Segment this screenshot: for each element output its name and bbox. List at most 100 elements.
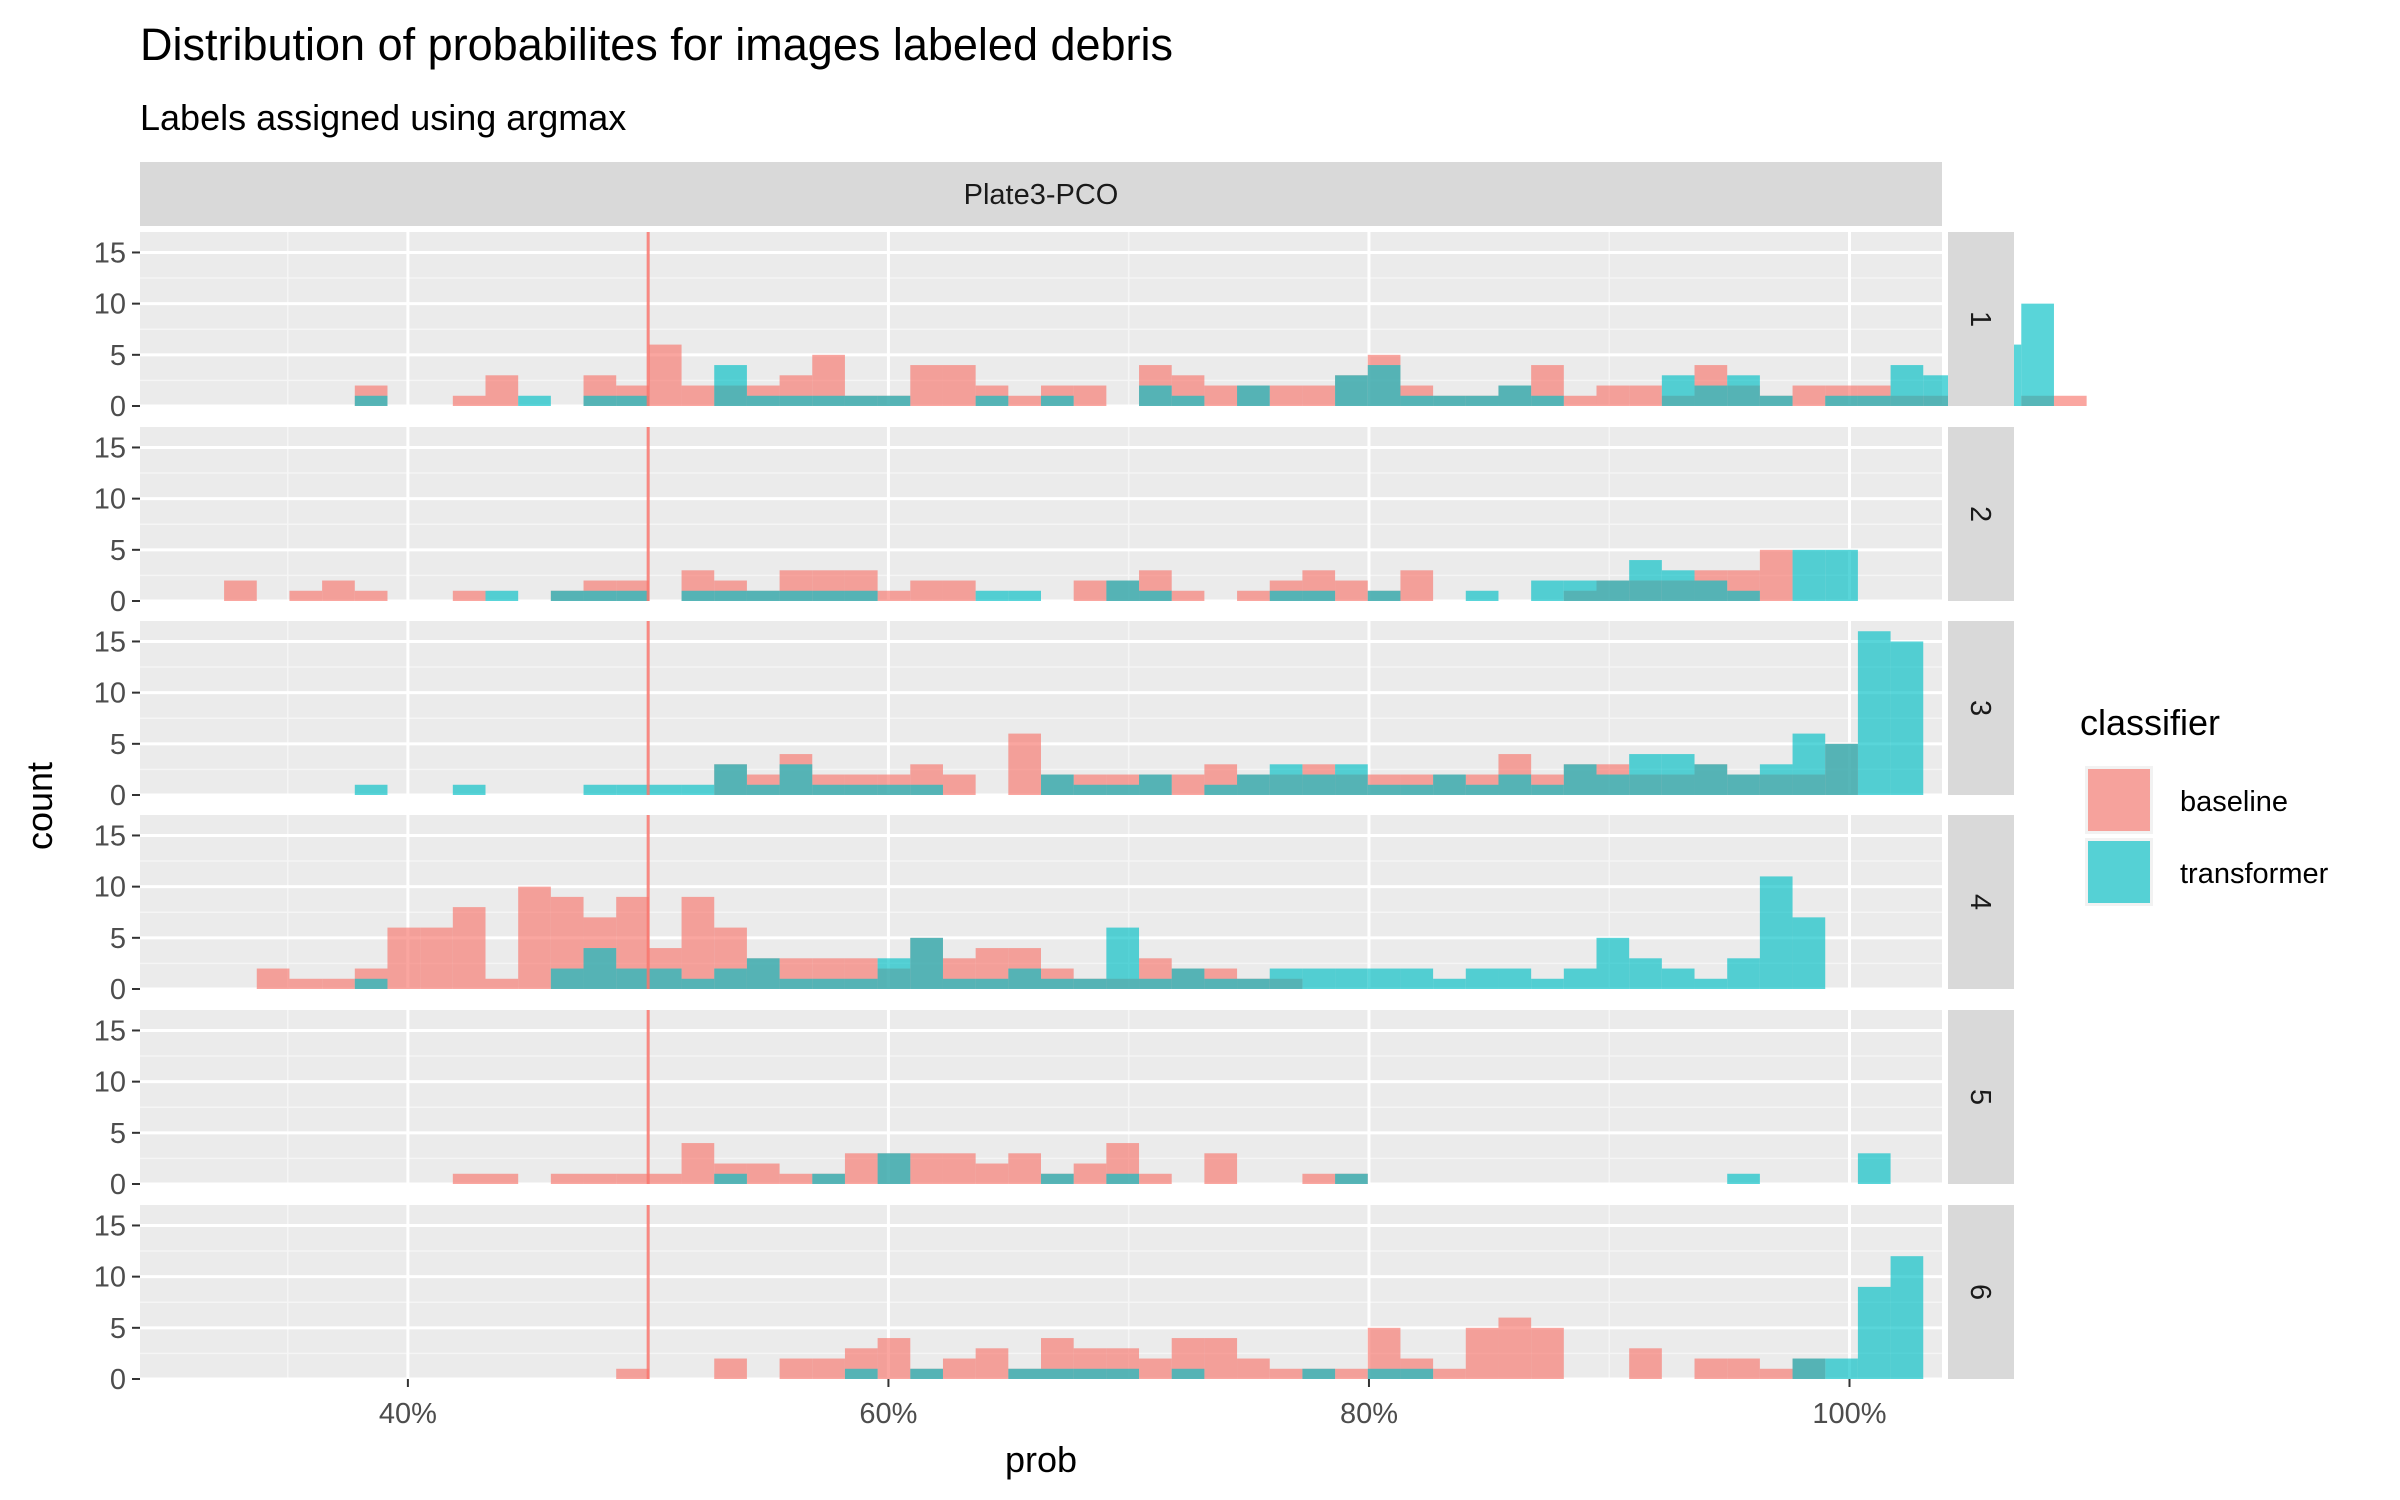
y-tick-label: 10 xyxy=(94,1067,126,1099)
histogram-bar xyxy=(1531,395,1564,406)
histogram-bar xyxy=(1759,1368,1793,1379)
histogram-bar xyxy=(714,1358,747,1379)
histogram-bar xyxy=(1073,580,1107,601)
histogram-bar xyxy=(616,1173,649,1184)
y-tick-label: 5 xyxy=(110,535,126,567)
panel-strip-label: 3 xyxy=(1964,700,1996,716)
histogram-bar xyxy=(1041,1173,1074,1184)
histogram-bar xyxy=(1531,978,1564,989)
histogram-bar xyxy=(681,1143,715,1184)
histogram-bar xyxy=(1041,774,1074,795)
histogram-bar xyxy=(975,978,1009,989)
histogram-bar xyxy=(1498,385,1532,406)
histogram-bar xyxy=(289,978,323,989)
panel-strip-label: 1 xyxy=(1964,311,1996,327)
histogram-bar xyxy=(1792,733,1826,795)
y-tick-label: 10 xyxy=(94,872,126,904)
histogram-bar xyxy=(452,1173,486,1184)
y-tick-label: 15 xyxy=(94,820,126,852)
histogram-bar xyxy=(1629,958,1662,989)
y-tick-label: 0 xyxy=(110,1169,126,1201)
histogram-bar xyxy=(1825,395,1858,406)
histogram-bar xyxy=(387,927,421,989)
y-tick-label: 10 xyxy=(94,484,126,516)
histogram-bar xyxy=(746,395,780,406)
histogram-bar xyxy=(1727,958,1760,989)
facet-panel-4: 0 5 10 15 4 xyxy=(94,815,2014,1006)
histogram-bar xyxy=(550,590,584,601)
histogram-bar xyxy=(1041,978,1074,989)
top-strip-label: Plate3-PCO xyxy=(964,179,1119,211)
histogram-bar xyxy=(1857,1153,1891,1184)
histogram-bar xyxy=(1008,1368,1041,1379)
histogram-bar xyxy=(1792,917,1826,989)
histogram-bar xyxy=(1139,978,1172,989)
histogram-bar xyxy=(452,907,486,989)
histogram-bar xyxy=(1073,784,1107,795)
histogram-bar xyxy=(1465,590,1499,601)
x-tick-label: 60% xyxy=(859,1398,917,1430)
panel-strip xyxy=(1948,1205,2014,1379)
legend-swatch-baseline xyxy=(2088,769,2150,831)
histogram-bar xyxy=(746,958,780,989)
histogram-bar xyxy=(1465,968,1499,989)
histogram-bar xyxy=(779,1173,813,1184)
histogram-bar xyxy=(1302,1173,1336,1184)
histogram-bar xyxy=(1433,395,1466,406)
histogram-bar xyxy=(1890,641,1924,795)
histogram-bar xyxy=(942,774,976,795)
histogram-bar xyxy=(844,978,878,989)
y-tick-label: 5 xyxy=(110,1118,126,1150)
y-tick-label: 15 xyxy=(94,432,126,464)
histogram-bar xyxy=(1008,733,1041,795)
histogram-bar xyxy=(1759,764,1793,795)
facet-panels: 0510151051015205101530510154051015505101… xyxy=(94,232,2087,1396)
histogram-bar xyxy=(746,590,780,601)
histogram-bar xyxy=(1237,978,1270,989)
histogram-bar xyxy=(1073,385,1107,406)
histogram-bar xyxy=(779,764,813,795)
y-tick-label: 0 xyxy=(110,586,126,618)
histogram-bar xyxy=(975,1163,1009,1184)
histogram-bar xyxy=(1204,978,1238,989)
histogram-bar xyxy=(1465,1327,1499,1379)
series-transformer xyxy=(714,1153,1891,1184)
histogram-bar xyxy=(1204,1338,1238,1379)
histogram-bar xyxy=(420,927,453,989)
histogram-bar xyxy=(844,395,878,406)
series-transformer xyxy=(844,1256,1924,1379)
histogram-bar xyxy=(910,784,943,795)
histogram-bar xyxy=(1759,549,1793,601)
histogram-bar xyxy=(1237,1358,1270,1379)
histogram-bar xyxy=(1759,395,1793,406)
histogram-bar xyxy=(1465,395,1499,406)
histogram-bar xyxy=(1498,968,1532,989)
histogram-bar xyxy=(1531,784,1564,795)
histogram-bar xyxy=(1857,631,1891,795)
histogram-bar xyxy=(975,590,1009,601)
x-tick-label: 40% xyxy=(379,1398,437,1430)
y-tick-label: 0 xyxy=(110,391,126,423)
histogram-bar xyxy=(1073,978,1107,989)
histogram-bar xyxy=(648,1173,682,1184)
histogram-bar xyxy=(322,978,355,989)
histogram-bar xyxy=(714,590,747,601)
histogram-bar xyxy=(1367,968,1401,989)
histogram-bar xyxy=(485,375,519,406)
histogram-bar xyxy=(812,395,845,406)
legend-swatch-transformer xyxy=(2088,841,2150,903)
histogram-bar xyxy=(1106,1368,1140,1379)
histogram-bar xyxy=(1204,1153,1238,1184)
facet-panel-3: 0 5 10 15 3 xyxy=(94,621,2014,812)
histogram-bar xyxy=(942,580,976,601)
histogram-bar xyxy=(1171,395,1205,406)
histogram-bar xyxy=(942,978,976,989)
histogram-bar xyxy=(812,1173,845,1184)
histogram-bar xyxy=(1302,385,1336,406)
histogram-bar xyxy=(714,968,747,989)
histogram-bar xyxy=(485,1173,519,1184)
panel-strip xyxy=(1948,621,2014,795)
histogram-bar xyxy=(583,948,617,989)
histogram-bar xyxy=(1629,754,1662,795)
